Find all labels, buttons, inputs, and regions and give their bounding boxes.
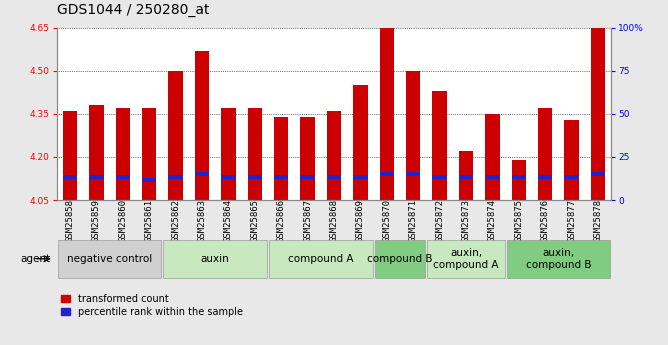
Text: GSM25860: GSM25860	[118, 199, 128, 243]
Bar	[406, 71, 420, 200]
Bar	[274, 175, 289, 179]
Bar	[485, 175, 500, 179]
Bar	[221, 108, 236, 200]
FancyBboxPatch shape	[58, 240, 162, 278]
Text: GSM25876: GSM25876	[540, 199, 550, 243]
Text: negative control: negative control	[67, 254, 152, 264]
Text: GSM25866: GSM25866	[277, 199, 286, 243]
Bar	[89, 175, 104, 179]
Bar	[274, 117, 289, 200]
Bar	[564, 175, 579, 179]
Bar	[142, 108, 156, 200]
Bar	[564, 120, 579, 200]
Text: agent: agent	[20, 254, 50, 264]
Bar	[432, 175, 447, 179]
Bar	[116, 108, 130, 200]
Bar	[512, 160, 526, 200]
FancyBboxPatch shape	[428, 240, 504, 278]
Bar	[512, 175, 526, 179]
Bar	[63, 111, 77, 200]
Text: GSM25874: GSM25874	[488, 199, 497, 243]
Bar	[89, 105, 104, 200]
Text: GSM25863: GSM25863	[198, 199, 206, 243]
Bar	[327, 175, 341, 179]
Bar	[591, 172, 605, 176]
Bar	[63, 175, 77, 179]
Bar	[301, 175, 315, 179]
FancyBboxPatch shape	[269, 240, 373, 278]
FancyBboxPatch shape	[164, 240, 267, 278]
Text: auxin: auxin	[201, 254, 230, 264]
Text: GSM25870: GSM25870	[382, 199, 391, 243]
Bar	[538, 175, 552, 179]
Bar	[459, 151, 473, 200]
Text: GSM25877: GSM25877	[567, 199, 576, 243]
Text: GSM25878: GSM25878	[594, 199, 603, 243]
Text: GSM25869: GSM25869	[356, 199, 365, 243]
Text: GSM25875: GSM25875	[514, 199, 523, 243]
Text: GSM25861: GSM25861	[145, 199, 154, 243]
Bar	[248, 108, 262, 200]
Bar	[116, 175, 130, 179]
FancyBboxPatch shape	[506, 240, 610, 278]
Bar	[221, 175, 236, 179]
Bar	[538, 108, 552, 200]
Text: GSM25868: GSM25868	[329, 199, 339, 243]
Text: GSM25867: GSM25867	[303, 199, 312, 243]
Bar	[142, 178, 156, 182]
Bar	[195, 172, 209, 176]
Bar	[406, 172, 420, 176]
Text: compound A: compound A	[288, 254, 353, 264]
Legend: transformed count, percentile rank within the sample: transformed count, percentile rank withi…	[57, 290, 247, 321]
Bar	[353, 85, 367, 200]
Bar	[353, 175, 367, 179]
Text: GSM25864: GSM25864	[224, 199, 233, 243]
FancyBboxPatch shape	[375, 240, 426, 278]
Bar	[301, 117, 315, 200]
Text: GSM25865: GSM25865	[250, 199, 259, 243]
Text: GSM25858: GSM25858	[65, 199, 74, 243]
Bar	[195, 51, 209, 200]
Text: GSM25872: GSM25872	[435, 199, 444, 243]
Bar	[248, 175, 262, 179]
Bar	[485, 114, 500, 200]
Bar	[379, 172, 394, 176]
Bar	[591, 28, 605, 200]
Text: GSM25862: GSM25862	[171, 199, 180, 243]
Text: GSM25873: GSM25873	[462, 199, 470, 243]
Bar	[379, 28, 394, 200]
Bar	[432, 91, 447, 200]
Text: GDS1044 / 250280_at: GDS1044 / 250280_at	[57, 3, 209, 17]
Bar	[168, 175, 183, 179]
Bar	[459, 175, 473, 179]
Text: auxin,
compound A: auxin, compound A	[434, 248, 499, 269]
Text: auxin,
compound B: auxin, compound B	[526, 248, 591, 269]
Bar	[168, 71, 183, 200]
Bar	[327, 111, 341, 200]
Text: compound B: compound B	[367, 254, 433, 264]
Text: GSM25859: GSM25859	[92, 199, 101, 243]
Text: GSM25871: GSM25871	[409, 199, 418, 243]
